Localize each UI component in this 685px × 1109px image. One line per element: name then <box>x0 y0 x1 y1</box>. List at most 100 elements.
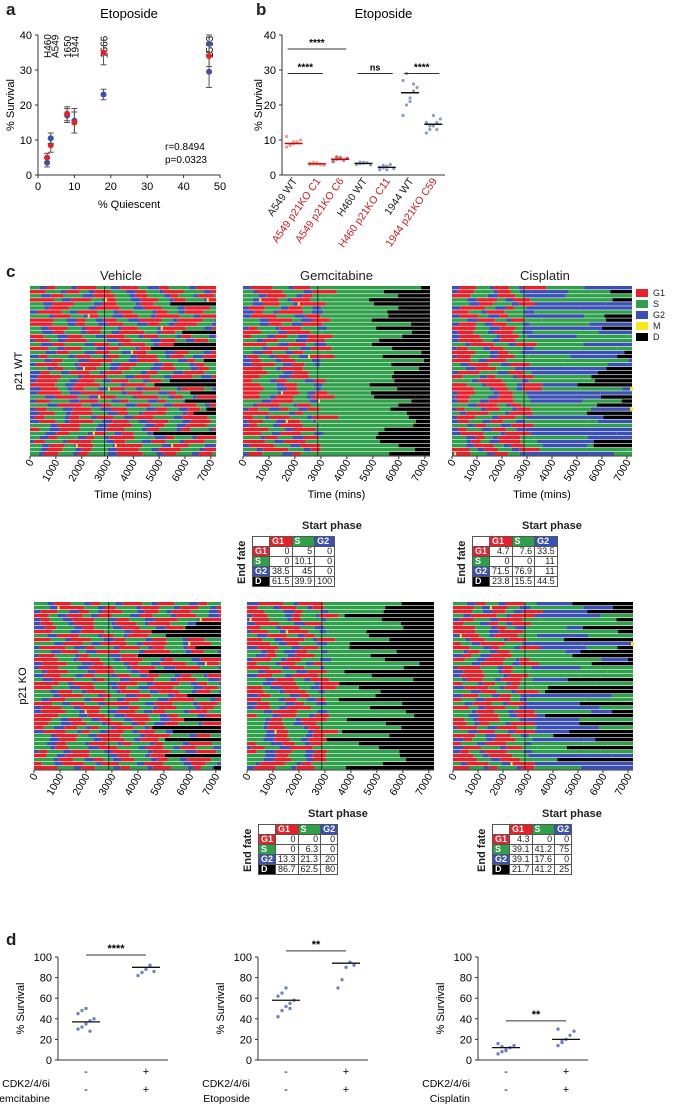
phase-segment <box>95 427 107 432</box>
phase-segment <box>317 710 328 714</box>
phase-segment <box>121 326 138 330</box>
phase-segment <box>194 358 204 363</box>
phase-segment <box>176 387 182 391</box>
phase-segment <box>158 342 174 347</box>
phase-segment <box>89 314 99 318</box>
phase-segment <box>39 419 56 424</box>
phase-segment <box>607 362 632 367</box>
phase-segment <box>580 338 632 343</box>
phase-segment <box>327 710 406 714</box>
phase-segment <box>57 766 75 770</box>
table-cell: 0 <box>314 556 336 567</box>
phase-segment <box>93 294 115 298</box>
phase-segment <box>532 678 568 682</box>
phase-segment <box>316 722 335 726</box>
death-segment <box>388 314 430 318</box>
phase-segment <box>481 383 487 387</box>
phase-segment <box>247 734 266 738</box>
phase-segment <box>181 334 192 339</box>
phase-segment <box>509 714 518 718</box>
phase-segment <box>472 702 491 706</box>
phase-segment <box>461 682 479 686</box>
death-segment <box>612 710 633 714</box>
phase-segment <box>482 338 493 343</box>
phase-segment <box>478 682 484 686</box>
x-tick-label: 3000 <box>92 457 114 483</box>
phase-segment <box>111 694 126 698</box>
phase-segment <box>81 326 86 330</box>
phase-segment <box>164 423 177 428</box>
phase-segment <box>502 670 512 674</box>
phase-segment <box>486 358 506 363</box>
phase-segment <box>307 650 321 654</box>
phase-segment <box>565 650 581 654</box>
phase-segment <box>66 614 83 618</box>
phase-segment <box>96 415 114 419</box>
phase-segment <box>120 734 140 738</box>
phase-segment <box>525 419 598 424</box>
phase-segment <box>468 310 482 314</box>
phase-segment <box>305 750 315 754</box>
death-segment <box>371 342 430 347</box>
phase-segment <box>138 447 152 452</box>
phase-segment <box>247 762 256 766</box>
phase-segment <box>580 387 623 391</box>
phase-segment <box>452 330 458 334</box>
phase-segment <box>251 362 275 367</box>
phase-segment <box>61 375 79 379</box>
phase-segment <box>98 614 112 618</box>
phase-segment <box>243 362 252 367</box>
phase-segment <box>64 726 78 730</box>
table-cell: 6.3 <box>297 844 322 855</box>
phase-segment <box>243 399 262 403</box>
data-point <box>336 986 340 990</box>
phase-segment <box>486 310 505 314</box>
legend-swatch <box>636 310 648 319</box>
phase-segment <box>526 334 577 339</box>
phase-segment <box>203 674 208 678</box>
phase-segment <box>192 435 197 440</box>
phase-segment <box>479 650 491 654</box>
phase-segment <box>480 654 490 658</box>
phase-segment <box>102 610 123 614</box>
phase-segment <box>452 362 461 367</box>
phase-segment <box>526 718 580 722</box>
phase-segment <box>132 730 139 734</box>
phase-segment <box>89 754 110 758</box>
data-point <box>299 138 303 142</box>
phase-segment <box>43 302 53 306</box>
phase-segment <box>89 750 105 754</box>
row-header: G2 <box>471 566 491 577</box>
phase-segment <box>482 670 499 674</box>
phase-segment <box>120 362 137 367</box>
y-tick-label: 0 <box>46 1055 52 1067</box>
phase-segment <box>286 642 300 646</box>
phase-segment <box>287 618 292 622</box>
phase-segment <box>485 658 505 662</box>
phase-segment <box>542 443 588 448</box>
phase-segment <box>159 606 174 610</box>
row-header: S <box>251 556 271 567</box>
phase-segment <box>247 354 259 359</box>
phase-segment <box>279 407 289 411</box>
phase-segment <box>310 403 319 407</box>
phase-segment <box>289 738 301 742</box>
phase-segment <box>62 702 71 706</box>
death-segment <box>567 678 633 682</box>
phase-segment <box>460 742 477 746</box>
death-segment <box>416 419 430 424</box>
phase-segment <box>247 419 264 424</box>
phase-segment <box>465 366 477 371</box>
phase-segment <box>187 358 195 363</box>
phase-segment <box>104 630 125 634</box>
phase-segment <box>296 766 316 770</box>
phase-segment <box>176 427 182 432</box>
phase-segment <box>243 407 249 411</box>
phase-segment <box>192 354 204 359</box>
phase-segment <box>314 342 326 347</box>
phase-segment <box>184 306 211 310</box>
phase-segment <box>512 754 529 758</box>
phase-segment <box>247 738 264 742</box>
phase-segment <box>117 326 122 330</box>
phase-segment <box>525 427 578 432</box>
